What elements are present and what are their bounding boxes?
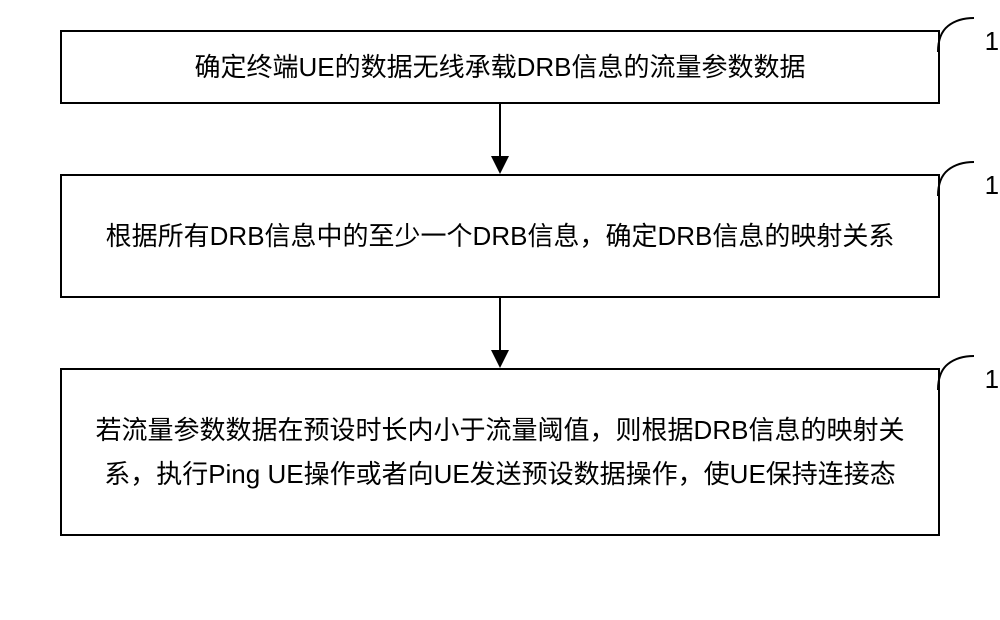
flow-connector [60,104,940,174]
flow-step-label: 103 [985,364,1000,395]
flow-step-103: 若流量参数数据在预设时长内小于流量阈值，则根据DRB信息的映射关系，执行Ping… [60,368,940,536]
flow-step-text: 若流量参数数据在预设时长内小于流量阈值，则根据DRB信息的映射关系，执行Ping… [82,408,918,496]
flow-step-label: 101 [985,26,1000,57]
label-bracket [936,14,976,54]
flow-connector [60,298,940,368]
connector-line [499,298,501,350]
label-bracket [936,352,976,392]
connector-arrowhead [491,156,509,174]
flow-step-text: 确定终端UE的数据无线承载DRB信息的流量参数数据 [194,45,805,89]
connector-arrowhead [491,350,509,368]
label-bracket [936,158,976,198]
connector-line [499,104,501,156]
flow-step-102: 根据所有DRB信息中的至少一个DRB信息，确定DRB信息的映射关系 102 [60,174,940,298]
flow-step-101: 确定终端UE的数据无线承载DRB信息的流量参数数据 101 [60,30,940,104]
flowchart-container: 确定终端UE的数据无线承载DRB信息的流量参数数据 101 根据所有DRB信息中… [60,30,940,536]
flow-step-text: 根据所有DRB信息中的至少一个DRB信息，确定DRB信息的映射关系 [106,214,895,258]
flow-step-label: 102 [985,170,1000,201]
